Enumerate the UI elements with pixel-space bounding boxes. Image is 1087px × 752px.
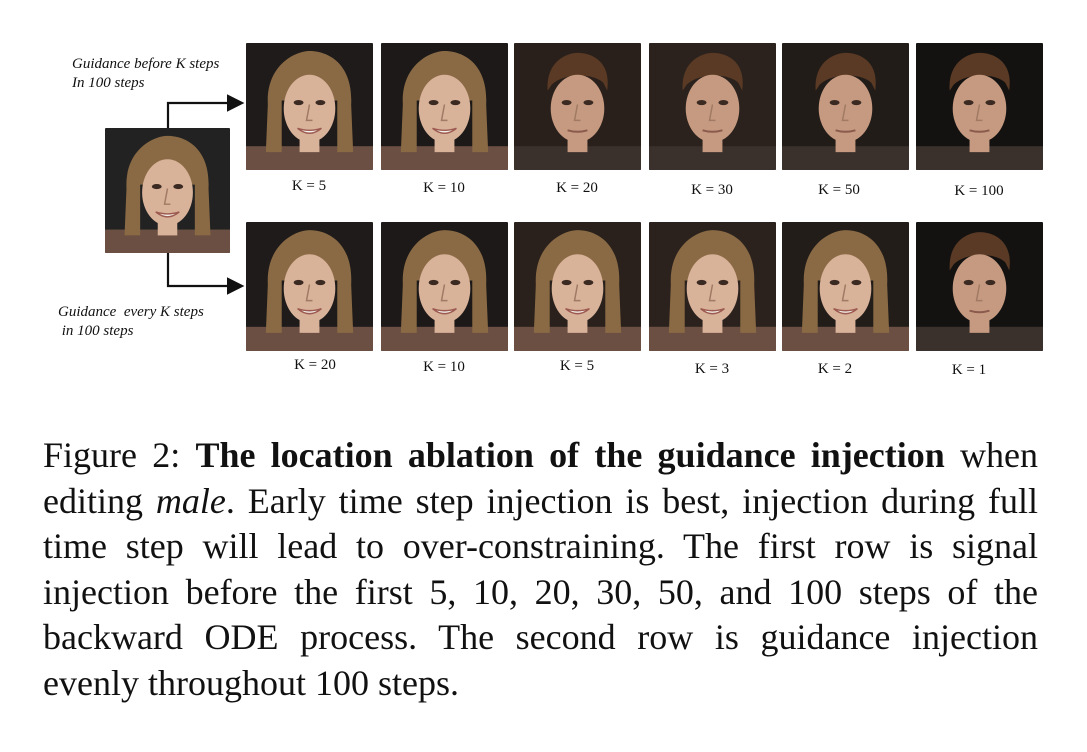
caption-prefix: Figure 2: xyxy=(43,435,196,475)
bottom-row-k-label: K = 10 xyxy=(423,359,465,375)
source-face-image xyxy=(105,128,230,253)
bottom-row-image-3 xyxy=(514,222,641,351)
top-row-image-1 xyxy=(246,43,373,170)
bottom-row-label: Guidance every K steps in 100 steps xyxy=(58,304,204,339)
bottom-row-k-label: K = 2 xyxy=(817,361,853,377)
top-row-image-6 xyxy=(916,43,1043,170)
top-row-k-label: K = 100 xyxy=(954,183,1004,199)
caption-title: The location ablation of the guidance in… xyxy=(195,435,945,475)
top-row-k-label: K = 50 xyxy=(818,182,860,198)
bottom-row-image-4 xyxy=(649,222,776,351)
top-row-k-label: K = 30 xyxy=(691,182,733,198)
top-row-k-label: K = 20 xyxy=(556,180,598,196)
top-row-k-label: K = 5 xyxy=(291,178,327,194)
caption-body: . Early time step injection is best, inj… xyxy=(43,480,1038,703)
top-row-image-5 xyxy=(782,43,909,170)
arrow-to-bottom-row xyxy=(166,253,245,295)
bottom-row-image-6 xyxy=(916,222,1043,351)
figure-caption: Figure 2: The location ablation of the g… xyxy=(43,433,1038,706)
top-row-image-4 xyxy=(649,43,776,170)
caption-text: when editing xyxy=(43,435,1038,521)
top-row-label: Guidance before K steps In 100 steps xyxy=(72,56,220,91)
bottom-row-k-label: K = 1 xyxy=(951,362,987,378)
figure-panel: Guidance before K steps In 100 steps Gui… xyxy=(58,43,1043,378)
bottom-row-image-5 xyxy=(782,222,909,351)
bottom-row-k-label: K = 20 xyxy=(294,357,336,373)
arrow-to-top-row xyxy=(166,94,245,128)
top-row-image-2 xyxy=(381,43,508,170)
bottom-row-image-2 xyxy=(381,222,508,351)
bottom-row-k-label: K = 5 xyxy=(559,358,595,374)
bottom-row-image-1 xyxy=(246,222,373,351)
bottom-row-k-label: K = 3 xyxy=(694,361,730,377)
top-row-image-3 xyxy=(514,43,641,170)
top-row-k-label: K = 10 xyxy=(423,180,465,196)
caption-italic-term: male xyxy=(155,480,226,521)
